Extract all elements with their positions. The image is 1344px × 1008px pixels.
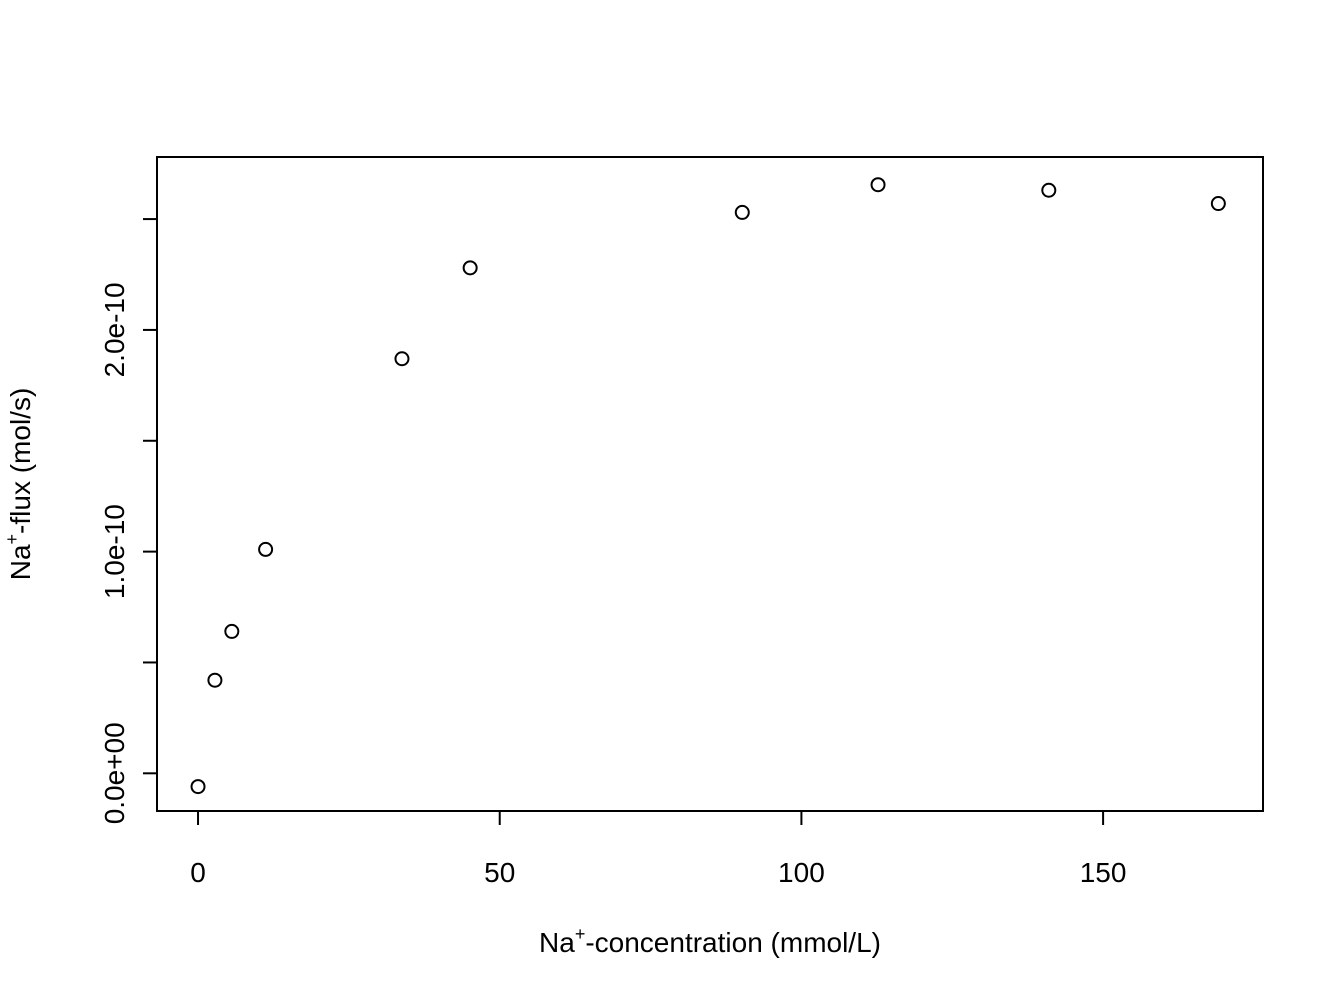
data-point-3 [258,541,274,557]
data-point-8 [1041,182,1057,198]
data-point-1 [207,672,223,688]
y-tick-label: 2.0e-10 [99,282,130,377]
data-point-0 [190,779,206,795]
data-point-4 [394,351,410,367]
y-tick-label: 0.0e+00 [99,722,130,824]
plot-box [156,156,1264,812]
y-axis: 0.0e+00 1.0e-10 2.0e-10 [99,218,158,824]
data-point-2 [224,623,240,639]
data-point-5 [462,260,478,276]
data-point-6 [734,204,750,220]
data-point-7 [870,177,886,193]
x-tick-label: 100 [778,857,825,888]
x-axis-label: Na+-concentration (mmol/L) [539,924,881,958]
data-point-9 [1210,196,1226,212]
x-tick-label: 150 [1080,857,1127,888]
x-axis: 0 50 100 150 [190,810,1127,888]
x-tick-label: 0 [190,857,206,888]
data-points [190,177,1226,795]
y-axis-label: Na+-flux (mol/s) [2,388,36,581]
x-tick-label: 50 [484,857,515,888]
y-tick-label: 1.0e-10 [99,504,130,599]
